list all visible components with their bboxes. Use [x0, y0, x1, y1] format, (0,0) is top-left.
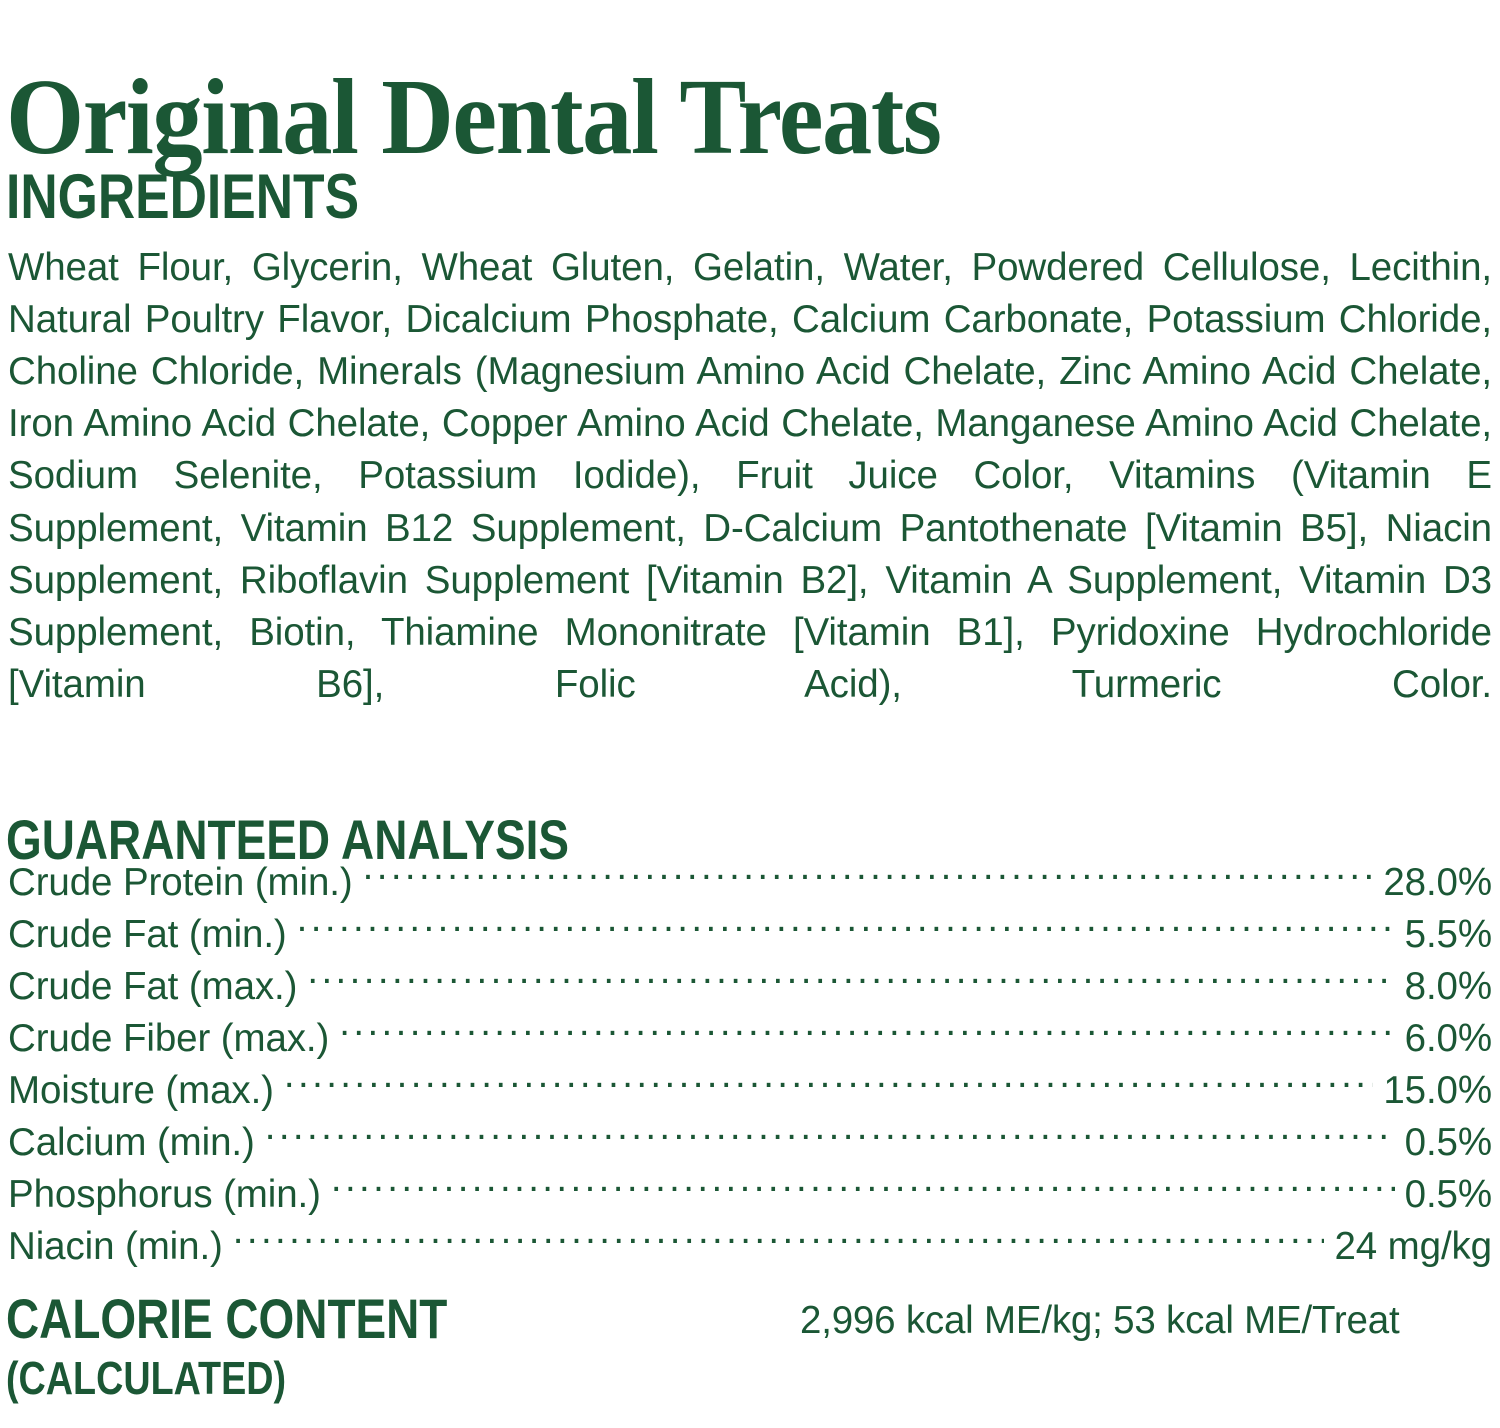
- analysis-value: 5.5%: [1404, 913, 1492, 956]
- analysis-label: Crude Fat (max.): [8, 965, 298, 1008]
- analysis-value: 28.0%: [1383, 861, 1492, 904]
- guaranteed-analysis-row: Calcium (min.) 0.5%: [8, 1103, 1492, 1165]
- dot-leader: [233, 1207, 1325, 1259]
- analysis-value: 6.0%: [1404, 1017, 1492, 1060]
- dot-leader: [307, 947, 1394, 999]
- guaranteed-analysis-row: Moisture (max.) 15.0%: [8, 1051, 1492, 1113]
- calorie-content-heading-line2: (CALCULATED): [6, 1352, 287, 1404]
- guaranteed-analysis-row: Crude Fiber (max.) 6.0%: [8, 999, 1492, 1061]
- guaranteed-analysis-row: Niacin (min.) 24 mg/kg: [8, 1207, 1492, 1269]
- calorie-content-heading-line1: CALORIE CONTENT: [6, 1287, 448, 1350]
- analysis-value: 0.5%: [1404, 1121, 1492, 1164]
- calorie-content-value: 2,996 kcal ME/kg; 53 kcal ME/Treat: [800, 1299, 1400, 1342]
- analysis-value: 8.0%: [1404, 965, 1492, 1008]
- guaranteed-analysis-row: Crude Protein (min.) 28.0%: [8, 843, 1492, 905]
- analysis-value: 0.5%: [1404, 1173, 1492, 1216]
- dot-leader: [331, 1155, 1395, 1207]
- dot-leader: [363, 843, 1374, 895]
- ingredients-text: Wheat Flour, Glycerin, Wheat Gluten, Gel…: [8, 245, 1492, 707]
- analysis-label: Niacin (min.): [8, 1225, 223, 1268]
- analysis-label: Calcium (min.): [8, 1121, 255, 1164]
- guaranteed-analysis-table: Crude Protein (min.)28.0%Crude Fat (min.…: [8, 843, 1492, 1269]
- guaranteed-analysis-row: Crude Fat (min.) 5.5%: [8, 895, 1492, 957]
- analysis-label: Crude Protein (min.): [8, 861, 353, 904]
- dot-leader: [284, 1051, 1373, 1103]
- dot-leader: [265, 1103, 1395, 1155]
- dot-leader: [339, 999, 1394, 1051]
- page-title: Original Dental Treats: [6, 58, 942, 178]
- dot-leader: [297, 895, 1395, 947]
- analysis-label: Crude Fiber (max.): [8, 1017, 330, 1060]
- guaranteed-analysis-row: Phosphorus (min.)0.5%: [8, 1155, 1492, 1217]
- analysis-label: Moisture (max.): [8, 1069, 274, 1112]
- guaranteed-analysis-row: Crude Fat (max.) 8.0%: [8, 947, 1492, 1009]
- ingredients-heading: INGREDIENTS: [6, 162, 360, 233]
- analysis-label: Crude Fat (min.): [8, 913, 287, 956]
- analysis-value: 15.0%: [1383, 1069, 1492, 1112]
- calorie-content-heading: CALORIE CONTENT (CALCULATED): [6, 1288, 447, 1406]
- analysis-value: 24 mg/kg: [1334, 1225, 1492, 1268]
